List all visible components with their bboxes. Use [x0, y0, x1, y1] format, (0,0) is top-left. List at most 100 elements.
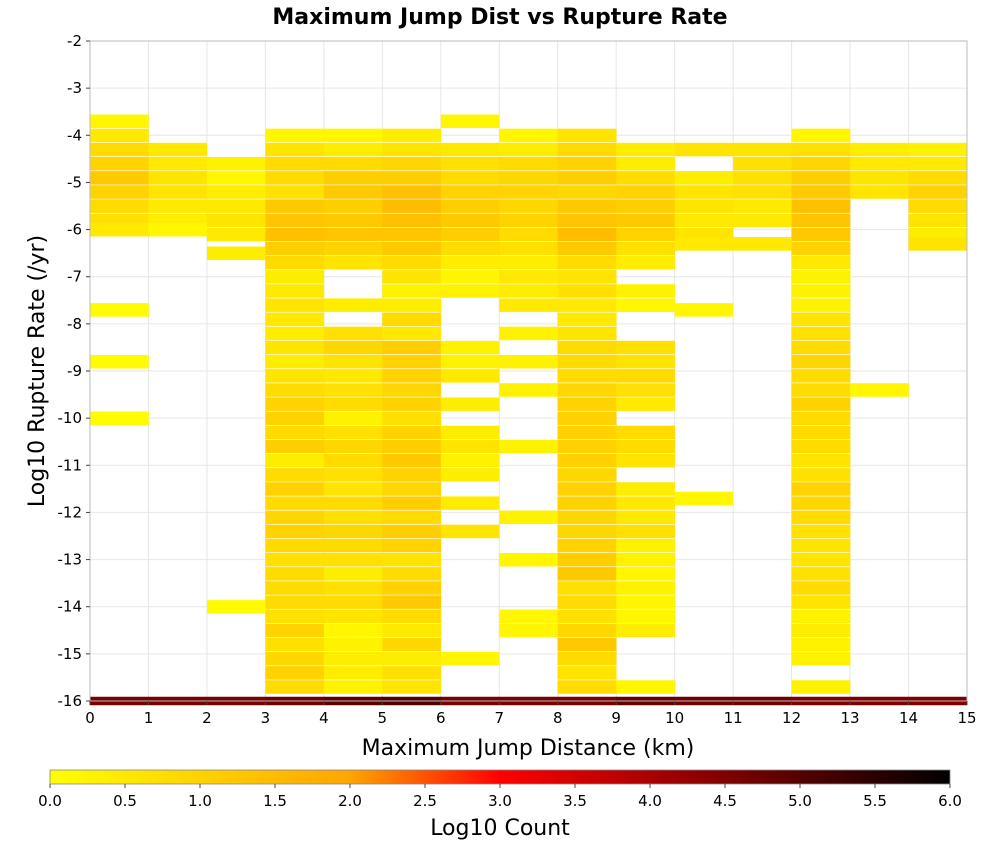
heatmap-cell	[323, 213, 383, 228]
heatmap-cell	[557, 623, 617, 638]
heatmap-cell	[265, 142, 325, 157]
heatmap-cell	[908, 199, 968, 213]
heatmap-cell	[791, 482, 851, 496]
y-tick-label: -11	[58, 456, 83, 474]
heatmap-cell	[616, 595, 675, 609]
heatmap-cell	[616, 156, 675, 171]
heatmap-cell	[616, 284, 675, 298]
heatmap-cell	[557, 411, 617, 426]
heatmap-cell	[440, 142, 500, 157]
heatmap-cell	[499, 326, 559, 341]
y-axis-ticks: -2 -3 -4 -5 -6 -7 -8 -9 -10 -11 -12 -13 -14 -15 -16	[58, 32, 90, 710]
heatmap-cell	[382, 397, 442, 411]
x-tick-label: 7	[494, 709, 504, 727]
heatmap-cell	[557, 369, 617, 383]
heatmap-cell	[323, 425, 383, 440]
heatmap-cell	[908, 171, 968, 185]
heatmap-cell	[557, 326, 617, 341]
heatmap-cell	[791, 680, 851, 694]
heatmap-cell	[90, 222, 149, 237]
heatmap-cell	[382, 651, 442, 666]
heatmap-cell	[499, 171, 559, 185]
heatmap-cell	[440, 397, 500, 411]
heatmap-cell	[323, 453, 383, 468]
heatmap-cell	[265, 651, 325, 666]
heatmap-cell	[616, 383, 675, 397]
heatmap-cell	[616, 567, 675, 581]
x-tick-label: 8	[553, 709, 563, 727]
heatmap-cell	[674, 142, 734, 157]
heatmap-cell	[323, 128, 383, 143]
y-tick-label: -9	[67, 362, 82, 380]
heatmap-cell	[791, 369, 851, 383]
heatmap-cell	[850, 171, 909, 185]
heatmap-cell	[382, 369, 442, 383]
heatmap-cell	[499, 623, 559, 638]
heatmap-cell	[733, 213, 792, 228]
heatmap-cell	[674, 303, 734, 317]
heatmap-cell	[382, 284, 442, 298]
heatmap-cell	[323, 156, 383, 171]
x-tick-label: 1	[144, 709, 154, 727]
heatmap-cell	[323, 171, 383, 185]
heatmap-cell	[616, 425, 675, 440]
y-tick-label: -5	[67, 173, 82, 191]
heatmap-cell	[616, 185, 675, 199]
heatmap-cell	[557, 609, 617, 624]
heatmap-cell	[323, 241, 383, 256]
heatmap-cell	[265, 468, 325, 482]
y-tick-label: -4	[67, 126, 82, 144]
heatmap-cell	[265, 510, 325, 525]
heatmap-cell	[382, 383, 442, 397]
heatmap-cell	[323, 383, 383, 397]
heatmap-cell	[557, 340, 617, 355]
heatmap-cell	[265, 298, 325, 312]
heatmap-cell	[440, 255, 500, 270]
heatmap-cell	[90, 354, 149, 369]
heatmap-cell	[557, 270, 617, 284]
heatmap-cell	[265, 185, 325, 199]
heatmap-cell	[557, 128, 617, 143]
x-tick-label: 14	[899, 709, 918, 727]
heatmap-cell	[616, 680, 675, 694]
heatmap-cell	[265, 270, 325, 284]
heatmap-cell	[440, 213, 500, 228]
heatmap-cell	[90, 411, 149, 426]
heatmap-cell	[616, 199, 675, 213]
heatmap-cell	[323, 538, 383, 553]
heatmap-cell	[908, 213, 968, 228]
heatmap-cell	[499, 284, 559, 298]
chart-title: Maximum Jump Dist vs Rupture Rate	[272, 5, 727, 30]
heatmap-cell	[791, 383, 851, 397]
heatmap-cell	[323, 581, 383, 595]
heatmap-cell	[616, 213, 675, 228]
colorbar-tick-label: 2.5	[413, 792, 437, 810]
heatmap-cell	[791, 567, 851, 581]
heatmap-cell	[265, 284, 325, 298]
y-tick-label: -16	[58, 692, 83, 710]
heatmap-cell	[557, 227, 617, 242]
heatmap-cell	[791, 312, 851, 327]
colorbar-tick-label: 5.5	[863, 792, 887, 810]
heatmap-cell	[382, 142, 442, 157]
heatmap-cell	[382, 666, 442, 680]
heatmap-cell	[265, 425, 325, 440]
heatmap-cell	[382, 156, 442, 171]
heatmap-cell	[382, 425, 442, 440]
heatmap-cell	[323, 666, 383, 680]
heatmap-cell	[908, 142, 968, 157]
heatmap-cell	[440, 171, 500, 185]
heatmap-cell	[733, 237, 792, 251]
heatmap-cell	[616, 538, 675, 553]
heatmap-cell	[148, 171, 208, 185]
heatmap-cell	[440, 114, 500, 129]
heatmap-cell	[148, 156, 208, 171]
heatmap-cell	[791, 156, 851, 171]
heatmap-cell	[791, 468, 851, 482]
heatmap-cell	[382, 185, 442, 199]
heatmap-cell	[557, 666, 617, 680]
colorbar-tick-label: 3.0	[488, 792, 512, 810]
heatmap-cell	[499, 383, 559, 397]
heatmap-cell	[90, 303, 149, 317]
